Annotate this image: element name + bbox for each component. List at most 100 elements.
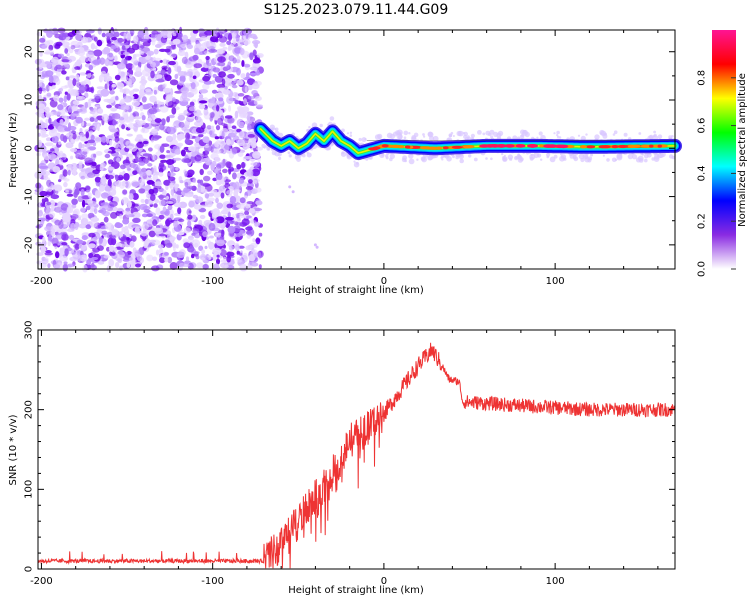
ridge-halo [546, 155, 550, 159]
noise-speckle [124, 181, 129, 188]
noise-speckle [90, 43, 96, 50]
ridge-halo [278, 132, 284, 138]
noise-speckle [158, 199, 166, 207]
noise-speckle [106, 104, 112, 109]
noise-speckle [94, 176, 102, 183]
noise-speckle [46, 84, 50, 92]
ridge-halo [594, 134, 600, 140]
noise-speckle [132, 193, 139, 200]
noise-speckle [115, 180, 122, 187]
ridge-halo [530, 153, 533, 157]
noise-speckle [166, 45, 173, 50]
noise-speckle [94, 207, 98, 214]
ridge-halo [353, 160, 356, 163]
noise-speckle [141, 69, 151, 77]
noise-speckle [193, 204, 202, 210]
ridge-halo [485, 157, 488, 160]
noise-speckle [110, 45, 117, 50]
noise-speckle [161, 65, 168, 70]
noise-speckle [227, 117, 235, 124]
noise-speckle [214, 150, 221, 154]
colorbar-tick-label: 0.6 [697, 118, 708, 134]
noise-speckle [207, 62, 212, 67]
noise-speckle [155, 44, 162, 48]
noise-speckle [232, 182, 242, 190]
y-tick-label: 0 [24, 566, 35, 572]
noise-speckle [84, 56, 89, 62]
noise-speckle [90, 205, 95, 211]
y-tick-label: -20 [24, 237, 35, 253]
ridge-halo [631, 154, 638, 160]
noise-speckle [187, 169, 195, 176]
noise-speckle [122, 189, 128, 195]
noise-speckle [133, 35, 139, 44]
noise-speckle [249, 52, 254, 61]
noise-speckle [146, 254, 154, 262]
noise-speckle [215, 216, 225, 224]
noise-speckle [67, 263, 76, 268]
noise-speckle [166, 159, 175, 165]
noise-speckle [127, 56, 132, 61]
noise-speckle [132, 170, 138, 176]
ridge-halo [524, 131, 530, 138]
ridge-halo [277, 152, 282, 157]
noise-speckle [177, 207, 182, 215]
noise-speckle [71, 214, 79, 219]
noise-speckle [172, 33, 177, 37]
noise-speckle [97, 245, 104, 251]
noise-speckle [239, 131, 243, 137]
noise-speckle [75, 74, 80, 80]
noise-speckle [142, 153, 151, 157]
noise-speckle [70, 89, 79, 97]
ridge-halo [501, 152, 504, 156]
noise-speckle [177, 80, 185, 86]
ridge-halo [612, 133, 616, 136]
noise-speckle [70, 155, 74, 160]
ridge-halo [602, 133, 608, 139]
noise-speckle [77, 195, 84, 203]
noise-speckle [198, 100, 208, 104]
ridge-hotspot [649, 144, 654, 148]
ridge-halo [549, 156, 556, 163]
noise-speckle [228, 245, 234, 251]
noise-speckle [241, 218, 250, 226]
ridge-halo [422, 133, 425, 136]
noise-speckle [68, 75, 76, 79]
noise-speckle [228, 122, 232, 129]
ridge-hotspot [368, 147, 379, 151]
noise-speckle [219, 42, 226, 47]
ridge-halo [477, 130, 482, 135]
noise-speckle [39, 165, 49, 169]
noise-speckle [48, 168, 56, 172]
noise-speckle [245, 230, 252, 235]
noise-speckle [235, 204, 242, 208]
noise-speckle [92, 126, 98, 131]
noise-speckle [209, 116, 213, 122]
noise-speckle [158, 214, 165, 220]
noise-speckle [175, 244, 179, 249]
noise-speckle [198, 104, 206, 110]
noise-speckle [291, 190, 295, 194]
noise-speckle [91, 256, 99, 261]
snr-x-ticks: -200 -100 0 100 [30, 330, 659, 587]
ridge-hotspot [485, 144, 496, 148]
noise-speckle [50, 225, 60, 232]
noise-speckle [211, 160, 217, 167]
noise-speckle [89, 117, 95, 122]
noise-speckle [103, 216, 109, 223]
ridge-halo [614, 158, 618, 162]
ridge-halo [473, 157, 478, 162]
noise-speckle [119, 143, 124, 149]
noise-speckle [78, 142, 83, 150]
noise-speckle [62, 245, 67, 250]
noise-speckle [256, 53, 264, 58]
noise-speckle [114, 74, 121, 81]
snr-y-label: SNR (10 * v/v) [8, 414, 19, 485]
noise-speckle [240, 255, 248, 263]
noise-speckle [151, 135, 160, 141]
noise-speckle [72, 100, 80, 105]
noise-speckle [164, 48, 171, 53]
noise-speckle [138, 61, 142, 69]
noise-speckle [174, 73, 179, 80]
